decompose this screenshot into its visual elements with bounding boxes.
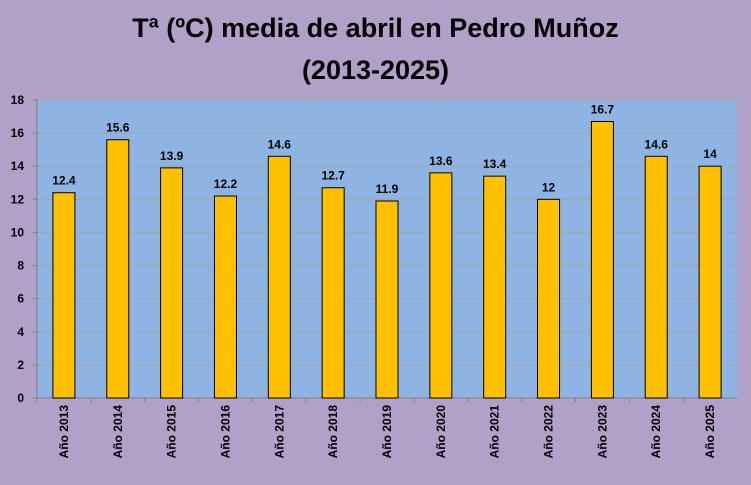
- x-tick-label: Año 2018: [326, 405, 340, 459]
- x-tick-label: Año 2025: [703, 405, 717, 459]
- y-tick-label: 2: [17, 358, 24, 372]
- x-tick-label: Año 2022: [542, 405, 556, 459]
- data-label: 16.7: [591, 103, 615, 117]
- bar: [106, 139, 130, 399]
- bar: [267, 155, 291, 399]
- data-label: 14.6: [268, 137, 292, 151]
- bar: [537, 198, 561, 399]
- data-label: 15.6: [106, 121, 130, 135]
- bar: [52, 192, 76, 399]
- data-label: 11.9: [376, 182, 399, 196]
- bar: [644, 155, 668, 399]
- data-label: 13.6: [429, 154, 453, 168]
- y-tick-label: 16: [11, 126, 25, 140]
- data-label: 12.4: [52, 174, 76, 188]
- bar: [213, 195, 237, 399]
- x-tick-label: Año 2024: [649, 405, 663, 459]
- x-tick-label: Año 2015: [165, 405, 179, 459]
- data-label: 14: [703, 147, 717, 161]
- y-tick-label: 10: [11, 225, 25, 239]
- x-tick-label: Año 2016: [218, 405, 232, 459]
- data-label: 12.2: [214, 177, 238, 191]
- x-tick-label: Año 2014: [111, 405, 125, 459]
- bar: [590, 121, 614, 399]
- bar: [160, 167, 184, 399]
- y-tick-label: 6: [17, 292, 24, 306]
- chart-title: Tª (ºC) media de abril en Pedro Muñoz: [132, 13, 619, 43]
- chart-subtitle: (2013-2025): [301, 55, 450, 85]
- y-tick-label: 12: [11, 192, 25, 206]
- data-label: 12.7: [321, 169, 345, 183]
- data-label: 13.4: [483, 157, 507, 171]
- x-tick-label: Año 2013: [57, 405, 71, 459]
- y-tick-label: 18: [11, 93, 25, 107]
- bar: [375, 200, 399, 399]
- data-label: 12: [542, 180, 556, 194]
- bar: [321, 187, 345, 399]
- x-tick-label: Año 2021: [488, 405, 502, 459]
- bar: [698, 165, 722, 399]
- y-tick-label: 14: [11, 159, 25, 173]
- x-tick-label: Año 2020: [434, 405, 448, 459]
- bar: [483, 175, 507, 399]
- y-tick-label: 4: [17, 325, 24, 339]
- data-label: 14.6: [645, 137, 669, 151]
- x-tick-label: Año 2017: [272, 405, 286, 459]
- x-tick-label: Año 2023: [595, 405, 609, 459]
- y-tick-label: 8: [17, 259, 24, 273]
- bar: [429, 172, 453, 399]
- data-label: 13.9: [160, 149, 184, 163]
- y-tick-label: 0: [17, 391, 24, 405]
- x-tick-label: Año 2019: [380, 405, 394, 459]
